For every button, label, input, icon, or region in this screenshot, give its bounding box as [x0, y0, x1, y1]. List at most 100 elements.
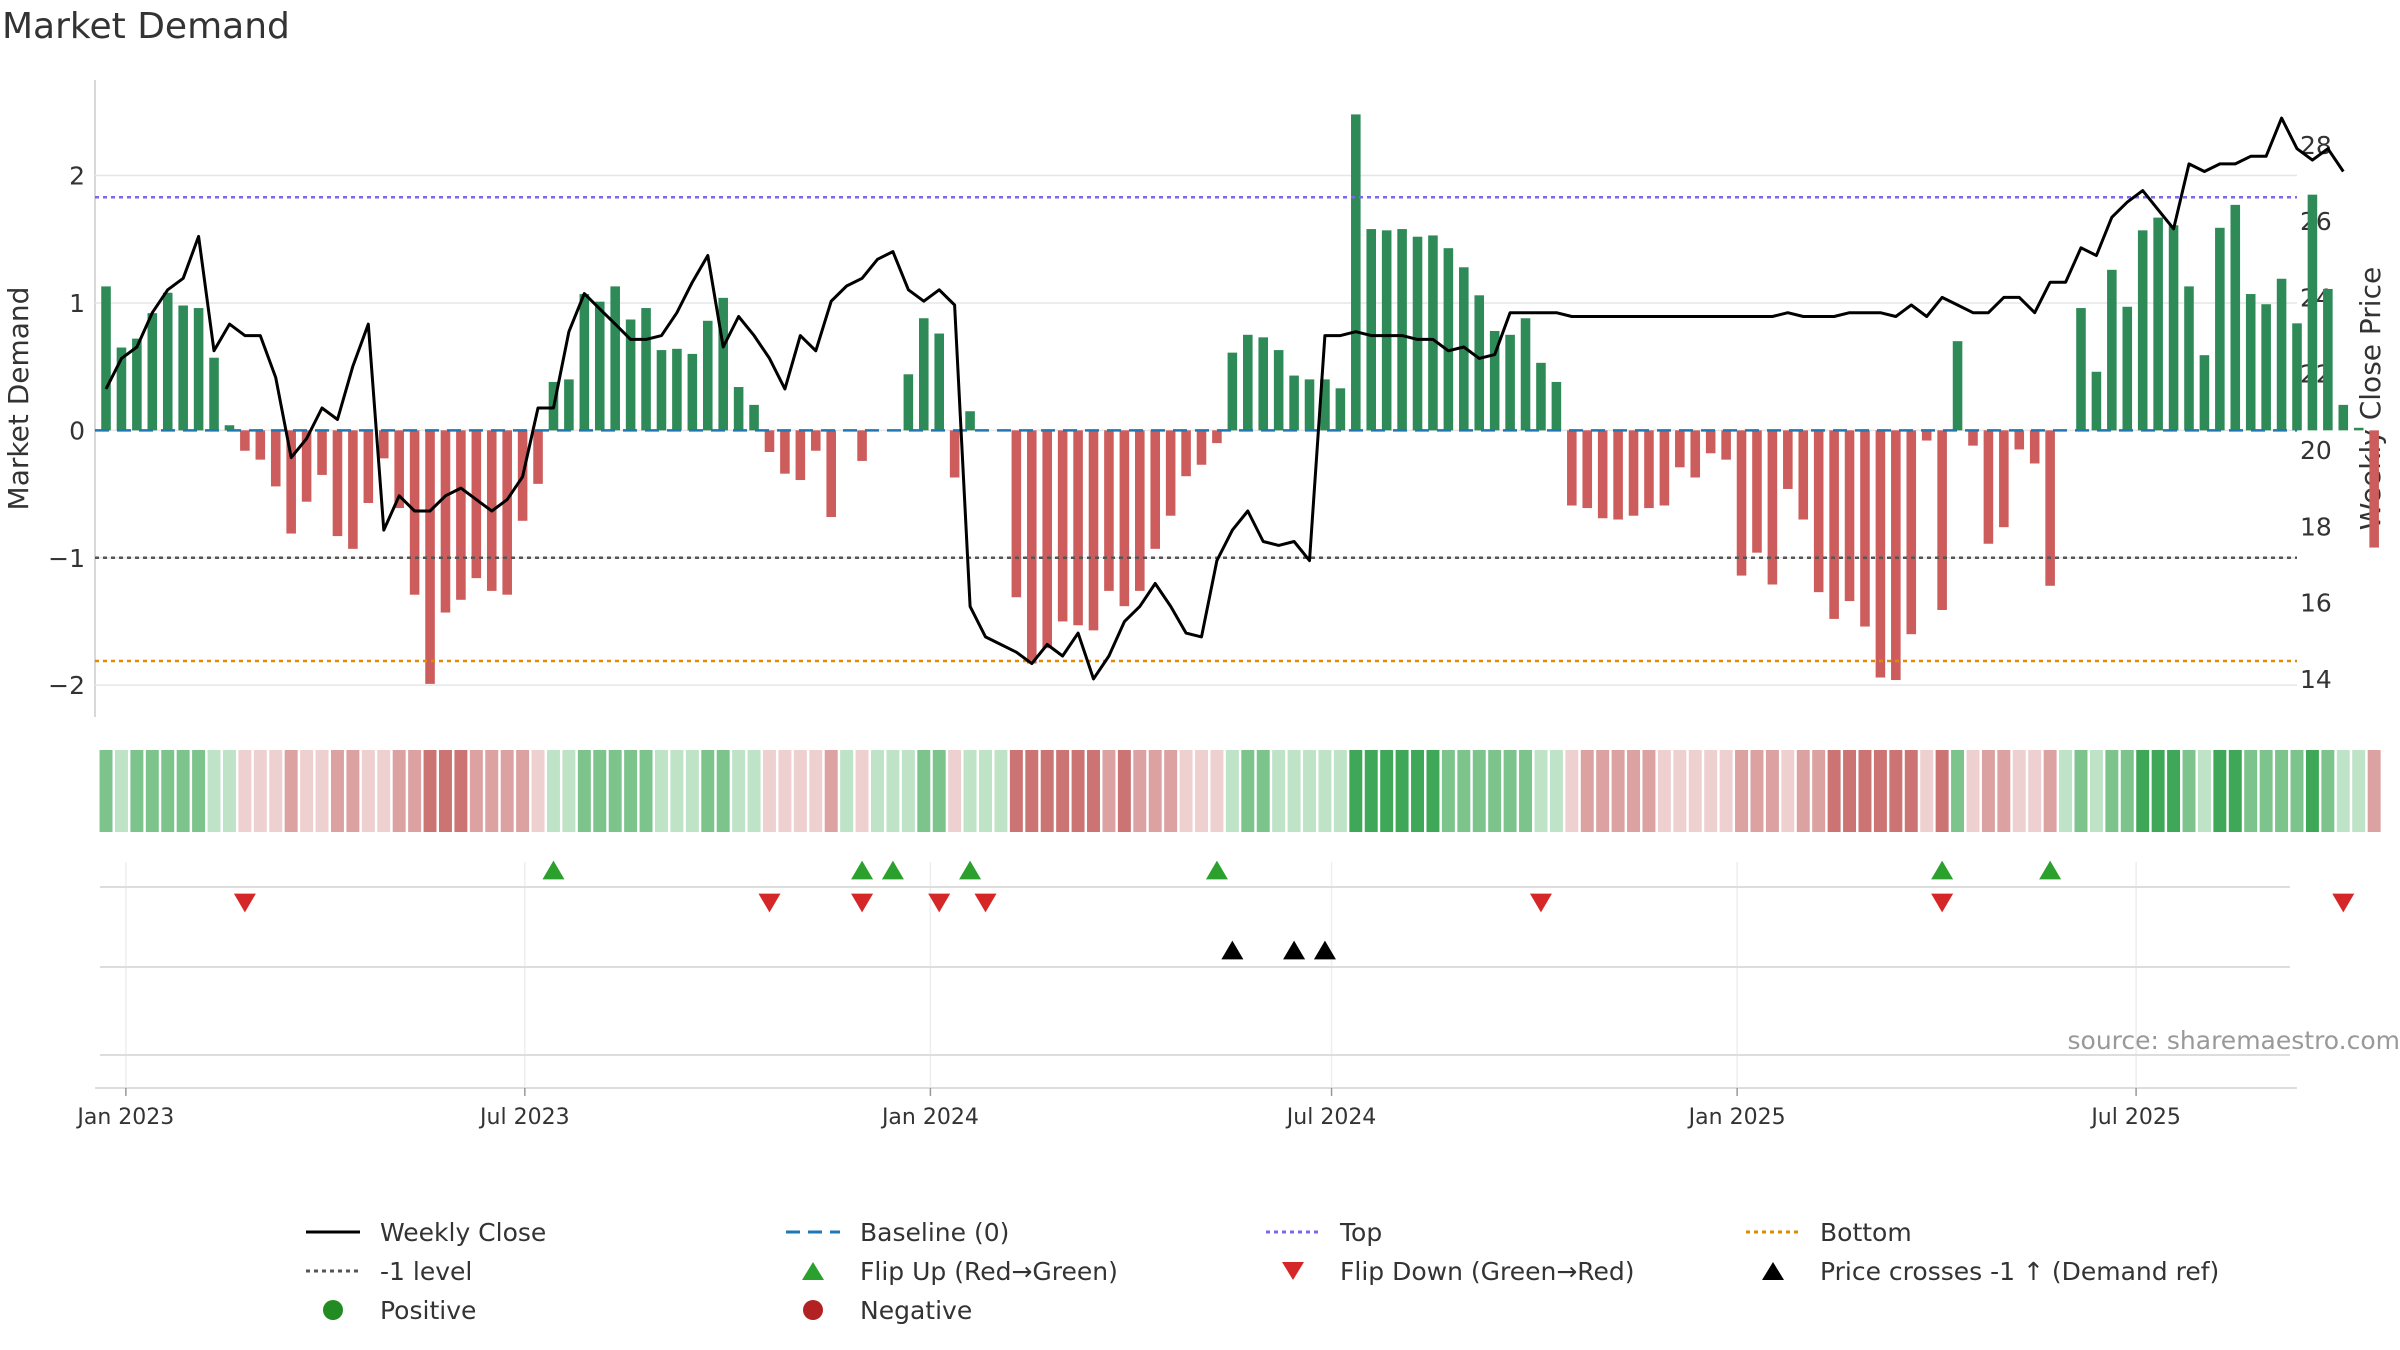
demand-strip-cell: [300, 750, 314, 832]
demand-strip-cell: [2213, 750, 2227, 832]
demand-strip-cell: [948, 750, 962, 832]
x-tick-label: Jan 2024: [880, 1105, 979, 1130]
demand-strip-cell: [438, 750, 452, 832]
price-cross-marker: [1283, 940, 1306, 960]
demand-bar-positive: [2261, 304, 2271, 431]
demand-bar-negative: [1999, 430, 2009, 528]
demand-strip-cell: [809, 750, 823, 832]
flip-up-marker: [959, 860, 982, 880]
demand-strip-cell: [732, 750, 746, 832]
demand-strip-cell: [1596, 750, 1610, 832]
demand-bar-positive: [147, 313, 158, 431]
demand-bar-negative: [1659, 430, 1670, 506]
demand-strip-cell: [1858, 750, 1872, 832]
legend-symbol-circle-icon: [803, 1300, 823, 1320]
legend-label: -1 level: [380, 1256, 473, 1286]
demand-strip-cell: [793, 750, 807, 832]
demand-strip-cell: [979, 750, 992, 832]
flip-down-marker: [758, 893, 781, 913]
demand-strip-cell: [2105, 750, 2119, 832]
y-tick-label: 2: [69, 162, 85, 191]
demand-bar-negative: [301, 430, 312, 502]
demand-strip-cell: [655, 750, 668, 832]
demand-strip-cell: [1025, 750, 1039, 832]
demand-bar-negative: [1891, 430, 1901, 681]
demand-bar-negative: [1119, 430, 1130, 607]
demand-bar-negative: [1011, 430, 1022, 598]
demand-bar-positive: [209, 357, 219, 431]
demand-strip-cell: [1056, 750, 1070, 832]
demand-strip-cell: [1611, 750, 1625, 832]
demand-strip-cell: [1735, 750, 1749, 832]
demand-bar-positive: [1335, 388, 1346, 431]
demand-strip-cell: [1411, 750, 1425, 832]
y2-tick-label: 18: [2300, 512, 2332, 541]
y2-tick-label: 20: [2300, 436, 2332, 465]
demand-strip-cell: [531, 750, 545, 832]
demand-strip-cell: [2228, 750, 2242, 832]
demand-strip-cell: [608, 750, 622, 832]
y-axis-label: Market Demand: [2, 287, 35, 511]
demand-bar-positive: [564, 379, 574, 431]
demand-bar-positive: [1428, 235, 1438, 431]
demand-strip-cell: [485, 750, 499, 832]
legend-label: Top: [1340, 1217, 1383, 1247]
demand-strip-cell: [840, 750, 854, 832]
flip-down-marker: [1529, 893, 1552, 913]
demand-strip-cell: [145, 750, 159, 832]
chart-title: Market Demand: [2, 6, 290, 47]
demand-bar-negative: [1582, 430, 1593, 509]
demand-strip-cell: [99, 750, 113, 832]
demand-strip-cell: [1195, 750, 1208, 832]
demand-bar-negative: [764, 430, 775, 453]
demand-bar-positive: [2353, 427, 2364, 431]
demand-strip-cell: [1935, 750, 1949, 832]
demand-strip-cell: [1272, 750, 1286, 832]
demand-bar-positive: [1227, 352, 1238, 431]
legend-symbol-line-dot-icon: [306, 1269, 360, 1273]
demand-bar-positive: [162, 292, 173, 431]
demand-bar-negative: [1813, 430, 1824, 593]
demand-strip-cell: [1765, 750, 1779, 832]
x-tick-label: Jul 2024: [1285, 1105, 1377, 1130]
demand-bar-negative: [2369, 430, 2379, 548]
demand-bar-positive: [1320, 379, 1330, 431]
legend-label: Flip Down (Green→Red): [1340, 1256, 1635, 1286]
demand-strip-cell: [639, 750, 653, 832]
demand-bar-positive: [193, 308, 204, 431]
demand-bar-positive: [178, 305, 188, 431]
demand-bar-negative: [795, 430, 806, 481]
demand-strip-cell: [2182, 750, 2196, 832]
demand-strip-cell: [778, 750, 792, 832]
demand-strip-cell: [222, 750, 236, 832]
legend-label: Flip Up (Red→Green): [860, 1256, 1118, 1286]
demand-strip-cell: [1472, 750, 1486, 832]
demand-bar-positive: [2184, 286, 2194, 431]
demand-bar-negative: [826, 430, 836, 517]
demand-strip-cell: [238, 750, 252, 832]
demand-bar-negative: [1628, 430, 1639, 516]
demand-strip-cell: [1148, 750, 1162, 832]
demand-strip-cell: [2321, 750, 2335, 832]
demand-bar-negative: [348, 430, 358, 549]
flip-up-marker: [542, 860, 565, 880]
demand-bar-negative: [456, 430, 466, 600]
flip-down-marker: [233, 893, 256, 913]
demand-strip-cell: [516, 750, 530, 832]
y-tick-label: 1: [69, 289, 85, 318]
x-tick-label: Jan 2025: [1687, 1105, 1786, 1130]
demand-bar-negative: [949, 430, 960, 478]
demand-bar-negative: [1613, 430, 1623, 520]
demand-bar-negative: [440, 430, 451, 613]
demand-bar-positive: [224, 425, 235, 431]
demand-bar-positive: [672, 348, 682, 431]
demand-strip-cell: [1395, 750, 1409, 832]
demand-strip-cell: [1719, 750, 1733, 832]
demand-bar-positive: [687, 353, 698, 431]
legend-label: Baseline (0): [860, 1217, 1010, 1247]
demand-strip-cell: [1349, 750, 1363, 832]
demand-strip-cell: [593, 750, 607, 832]
y-tick-label: 0: [69, 416, 85, 445]
demand-strip-cell: [1225, 750, 1239, 832]
demand-bar-positive: [594, 301, 605, 431]
